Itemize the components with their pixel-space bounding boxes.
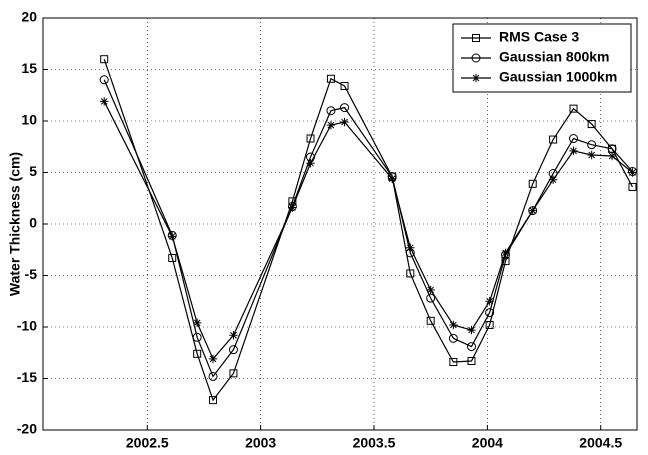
marker <box>485 297 494 306</box>
series-line <box>103 59 633 402</box>
marker <box>228 345 238 355</box>
marker <box>485 320 494 329</box>
y-tick-label: 20 <box>21 9 37 25</box>
marker <box>326 120 336 130</box>
legend-label: Gaussian 800km <box>499 49 610 65</box>
marker <box>208 371 218 381</box>
legend: RMS Case 3 Gaussian 800km Gaussian 1000km <box>452 23 632 93</box>
marker <box>192 332 202 342</box>
plot-frame <box>42 17 638 431</box>
marker <box>528 179 537 188</box>
marker <box>548 175 558 184</box>
y-tick-label: 15 <box>21 60 37 76</box>
marker <box>467 356 476 365</box>
marker <box>587 120 596 129</box>
marker <box>569 104 578 113</box>
marker <box>99 75 109 85</box>
marker <box>387 174 397 183</box>
marker <box>100 97 109 106</box>
x-tick-label: 2004 <box>472 435 503 451</box>
marker <box>587 140 597 150</box>
marker <box>306 134 315 143</box>
marker <box>426 293 436 303</box>
marker <box>340 103 350 113</box>
marker <box>406 243 415 252</box>
marker <box>569 134 579 144</box>
legend-marker <box>471 73 481 83</box>
marker <box>192 318 202 328</box>
legend-marker <box>471 53 481 63</box>
marker <box>306 159 315 168</box>
marker <box>549 135 558 144</box>
legend-label: RMS Case 3 <box>499 29 579 45</box>
legend-marker <box>472 34 480 42</box>
x-tick-label: 2003 <box>245 435 276 451</box>
marker <box>229 331 238 340</box>
marker <box>426 285 435 295</box>
marker <box>569 146 578 156</box>
marker <box>326 74 335 83</box>
marker <box>467 325 476 335</box>
y-axis-label: Water Thickness (cm) <box>7 152 23 296</box>
y-tick-label: 0 <box>29 215 37 231</box>
marker <box>406 269 415 278</box>
marker <box>501 257 510 266</box>
marker <box>607 151 617 161</box>
marker <box>449 358 458 367</box>
y-tick-label: 5 <box>29 163 37 179</box>
marker <box>587 150 596 160</box>
marker <box>449 320 458 330</box>
marker <box>229 369 238 378</box>
marker <box>528 206 537 215</box>
x-tick-label: 2002.5 <box>126 435 169 451</box>
marker <box>100 55 109 64</box>
y-tick-label: -20 <box>17 421 37 437</box>
marker <box>448 333 458 343</box>
marker <box>340 117 349 127</box>
marker <box>485 308 495 318</box>
marker <box>501 248 510 258</box>
marker <box>168 232 177 241</box>
marker <box>326 106 336 116</box>
marker <box>340 81 349 90</box>
y-tick-label: -10 <box>17 318 37 334</box>
marker <box>209 396 218 405</box>
marker <box>168 253 177 262</box>
marker <box>288 203 297 212</box>
marker <box>426 316 435 325</box>
legend-label: Gaussian 1000km <box>499 69 617 85</box>
x-tick-label: 2003.5 <box>353 435 396 451</box>
y-tick-label: -15 <box>17 369 37 385</box>
x-tick-label: 2004.5 <box>579 435 622 451</box>
marker <box>466 342 476 352</box>
y-tick-label: -5 <box>25 266 38 282</box>
series-line <box>103 101 633 361</box>
marker <box>193 349 202 358</box>
y-tick-label: 10 <box>21 112 37 128</box>
marker <box>628 168 637 177</box>
marker <box>208 354 218 364</box>
series-line <box>103 79 633 378</box>
marker <box>628 182 637 191</box>
